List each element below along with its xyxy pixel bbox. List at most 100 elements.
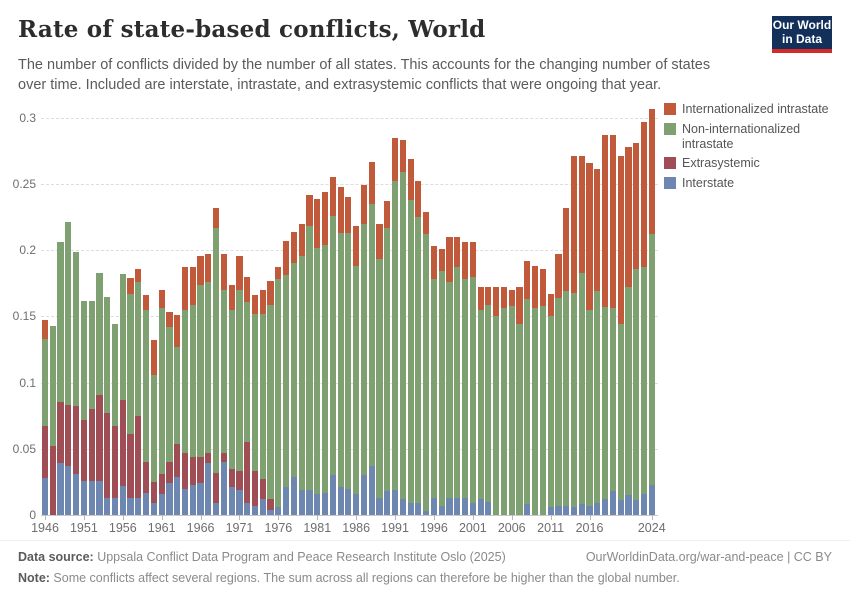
owid-logo[interactable]: Our World in Data (772, 16, 832, 53)
bar-1973[interactable] (251, 295, 259, 515)
bar-2018[interactable] (601, 135, 609, 515)
owid-url-link[interactable]: OurWorldinData.org/war-and-peace | CC BY (585, 550, 832, 564)
bar-1999[interactable] (454, 236, 461, 515)
bar-2000[interactable] (461, 242, 469, 515)
bar-2019[interactable] (609, 135, 616, 515)
bar-1962[interactable] (166, 312, 173, 515)
bar-1978[interactable] (290, 231, 297, 515)
segment-interstate-1972 (244, 503, 251, 515)
bar-2002[interactable] (477, 287, 484, 515)
bar-1961[interactable] (158, 289, 165, 515)
bar-1967[interactable] (205, 254, 212, 515)
bar-1987[interactable] (360, 185, 368, 515)
bar-2021[interactable] (625, 146, 632, 515)
bar-2007[interactable] (516, 287, 523, 515)
bar-1983[interactable] (329, 177, 336, 515)
bar-2008[interactable] (524, 260, 531, 515)
legend-item-interstate[interactable]: Interstate (664, 176, 846, 191)
bar-1946[interactable] (41, 320, 49, 515)
bar-1953[interactable] (96, 272, 103, 515)
bar-2013[interactable] (563, 207, 570, 515)
bar-2014[interactable] (570, 156, 578, 515)
bar-2017[interactable] (594, 169, 601, 515)
bar-1990[interactable] (384, 201, 391, 515)
bar-1954[interactable] (104, 296, 111, 515)
segment-internationalized-intrastate-1994 (415, 181, 422, 218)
bar-1960[interactable] (150, 340, 157, 515)
legend-item-non-internationalized-intrastate[interactable]: Non-internationalized intrastate (664, 122, 846, 152)
bar-1955[interactable] (111, 324, 119, 515)
bar-2012[interactable] (555, 254, 562, 515)
bar-1957[interactable] (127, 278, 134, 515)
bar-2015[interactable] (578, 156, 585, 515)
bar-2010[interactable] (539, 268, 546, 515)
bar-1951[interactable] (80, 300, 87, 515)
bar-1966[interactable] (197, 255, 204, 515)
segment-internationalized-intrastate-1992 (399, 140, 406, 173)
bar-1985[interactable] (345, 197, 352, 515)
segment-non-internationalized-intrastate-1999 (454, 267, 461, 498)
bar-1968[interactable] (213, 207, 220, 515)
bar-1948[interactable] (57, 242, 64, 515)
bar-2024[interactable] (648, 108, 655, 515)
legend-item-internationalized-intrastate[interactable]: Internationalized intrastate (664, 102, 846, 117)
segment-interstate-1985 (345, 488, 352, 515)
bar-2023[interactable] (640, 121, 648, 515)
bar-1975[interactable] (267, 280, 274, 515)
bar-1982[interactable] (321, 191, 329, 515)
bar-1994[interactable] (415, 181, 422, 515)
bar-1984[interactable] (337, 186, 344, 515)
bar-2022[interactable] (633, 142, 640, 515)
bar-1979[interactable] (298, 223, 305, 515)
bar-1995[interactable] (423, 211, 430, 515)
segment-interstate-1990 (384, 491, 391, 515)
bar-1956[interactable] (119, 274, 126, 515)
bar-1981[interactable] (314, 198, 321, 515)
bar-1997[interactable] (438, 248, 445, 515)
segment-interstate-1981 (314, 493, 321, 515)
x-axis-label-2016: 2016 (575, 521, 604, 535)
bar-1950[interactable] (73, 251, 80, 515)
bar-1970[interactable] (228, 284, 235, 515)
bar-1974[interactable] (259, 289, 266, 515)
bar-2001[interactable] (469, 242, 476, 515)
bar-1980[interactable] (306, 194, 313, 515)
bar-1976[interactable] (275, 267, 282, 515)
bar-1988[interactable] (368, 161, 375, 515)
bar-2005[interactable] (500, 287, 508, 515)
segment-non-internationalized-intrastate-1979 (298, 255, 305, 490)
bar-2020[interactable] (617, 156, 624, 515)
bar-1972[interactable] (244, 276, 251, 515)
segment-extrasystemic-1963 (174, 443, 181, 477)
bar-1986[interactable] (353, 226, 360, 515)
bar-2006[interactable] (508, 289, 515, 515)
bar-2004[interactable] (493, 287, 500, 515)
bar-2003[interactable] (485, 287, 492, 515)
bar-1949[interactable] (65, 222, 72, 515)
bar-1963[interactable] (174, 315, 181, 515)
bar-2016[interactable] (586, 162, 593, 515)
bar-1952[interactable] (88, 300, 95, 515)
segment-interstate-1953 (96, 480, 103, 515)
segment-interstate-1991 (391, 489, 399, 515)
bar-1993[interactable] (407, 158, 414, 515)
bar-1969[interactable] (220, 254, 227, 515)
bar-1977[interactable] (283, 240, 290, 515)
legend-item-extrasystemic[interactable]: Extrasystemic (664, 156, 846, 171)
bar-1989[interactable] (376, 223, 383, 515)
bar-1998[interactable] (446, 236, 453, 515)
bar-1971[interactable] (236, 255, 243, 515)
x-tick-1991 (395, 515, 397, 520)
bar-2009[interactable] (531, 266, 539, 515)
bar-1992[interactable] (399, 140, 406, 515)
bar-1958[interactable] (135, 268, 142, 515)
bar-1964[interactable] (181, 267, 189, 515)
legend-swatch-icon (664, 177, 676, 189)
bar-1947[interactable] (49, 325, 56, 515)
segment-internationalized-intrastate-2020 (617, 156, 624, 325)
bar-1959[interactable] (143, 295, 150, 515)
bar-1991[interactable] (391, 137, 399, 515)
bar-1996[interactable] (430, 246, 438, 515)
bar-2011[interactable] (547, 293, 554, 515)
bar-1965[interactable] (189, 267, 196, 515)
